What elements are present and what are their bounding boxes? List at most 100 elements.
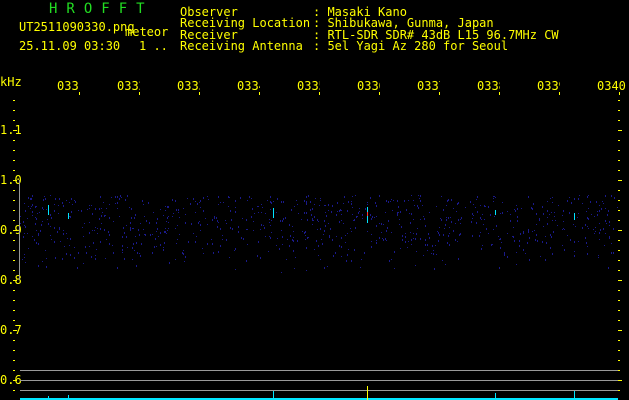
noise-dot — [178, 209, 179, 211]
noise-dot — [347, 254, 348, 256]
count: 1 .. — [139, 39, 168, 53]
noise-dot — [222, 235, 223, 236]
noise-dot — [608, 267, 609, 269]
noise-dot — [413, 238, 414, 239]
noise-dot — [125, 199, 126, 201]
noise-dot — [191, 223, 192, 225]
noise-dot — [81, 210, 82, 212]
noise-dot — [238, 231, 239, 233]
noise-dot — [23, 222, 24, 223]
noise-dot — [105, 258, 106, 259]
noise-dot — [28, 206, 29, 207]
noise-dot — [423, 216, 424, 217]
noise-dot — [441, 219, 442, 221]
noise-dot — [92, 230, 93, 231]
noise-dot — [558, 205, 559, 206]
noise-dot — [486, 228, 487, 230]
noise-dot — [472, 218, 473, 219]
noise-dot — [62, 202, 63, 204]
noise-dot — [348, 201, 349, 203]
noise-dot — [425, 239, 426, 241]
noise-dot — [160, 232, 161, 234]
noise-dot — [179, 234, 180, 235]
noise-dot — [320, 259, 321, 260]
noise-dot — [346, 260, 347, 262]
noise-dot — [420, 219, 421, 220]
noise-dot — [484, 219, 485, 220]
noise-dot — [95, 227, 96, 228]
noise-dot — [152, 252, 153, 254]
noise-dot — [527, 242, 528, 244]
noise-dot — [460, 233, 461, 235]
noise-dot — [367, 202, 368, 203]
noise-dot — [385, 238, 386, 240]
noise-dot — [324, 205, 325, 206]
noise-dot — [165, 206, 166, 207]
noise-dot — [226, 239, 227, 241]
noise-dot — [516, 264, 517, 265]
noise-dot — [238, 226, 239, 228]
noise-dot — [520, 233, 521, 235]
noise-dot — [282, 244, 283, 245]
noise-dot — [502, 202, 503, 203]
noise-dot — [91, 256, 92, 258]
noise-dot — [406, 209, 407, 211]
freq-tick — [13, 110, 15, 111]
noise-dot — [476, 199, 477, 200]
noise-dot — [134, 217, 135, 219]
noise-dot — [393, 200, 394, 201]
noise-dot — [307, 237, 308, 239]
noise-dot — [446, 219, 447, 221]
noise-dot — [420, 200, 421, 202]
noise-dot — [578, 198, 579, 200]
noise-dot — [220, 202, 221, 203]
noise-dot — [523, 231, 524, 233]
noise-dot — [123, 227, 124, 229]
freq-tick — [13, 390, 15, 391]
noise-dot — [440, 218, 441, 219]
noise-dot — [69, 202, 70, 203]
noise-dot — [510, 220, 511, 222]
noise-dot — [144, 234, 145, 235]
noise-dot — [328, 204, 329, 206]
noise-dot — [341, 246, 342, 248]
noise-dot — [69, 245, 70, 246]
noise-dot — [96, 249, 97, 250]
noise-dot — [588, 218, 589, 220]
noise-dot — [37, 213, 38, 214]
noise-dot — [195, 241, 196, 243]
time-tick — [559, 92, 560, 95]
noise-dot — [449, 244, 450, 246]
noise-dot — [499, 239, 500, 240]
noise-dot — [397, 200, 398, 202]
noise-dot — [168, 206, 169, 208]
noise-dot — [484, 205, 485, 207]
noise-dot — [586, 242, 587, 244]
noise-dot — [132, 228, 133, 229]
noise-dot — [587, 246, 588, 247]
noise-dot — [235, 248, 236, 250]
noise-dot — [335, 252, 336, 254]
noise-dot — [249, 196, 250, 198]
noise-dot — [381, 223, 382, 225]
noise-dot — [446, 217, 447, 218]
noise-dot — [339, 210, 340, 212]
freq-tick — [618, 170, 620, 171]
noise-dot — [32, 215, 33, 216]
noise-dot — [231, 219, 232, 221]
signal-baseline — [20, 398, 618, 400]
noise-dot — [172, 216, 173, 217]
noise-dot — [398, 206, 399, 208]
meteor-echo — [495, 210, 496, 215]
noise-dot — [458, 258, 459, 260]
noise-dot — [200, 230, 201, 231]
noise-dot — [425, 244, 426, 246]
noise-dot — [176, 243, 177, 244]
noise-dot — [501, 242, 502, 243]
noise-dot — [574, 241, 575, 243]
noise-dot — [66, 200, 67, 201]
noise-dot — [453, 208, 454, 209]
noise-dot — [411, 239, 412, 241]
noise-dot — [51, 239, 52, 240]
time-tick — [319, 92, 320, 95]
